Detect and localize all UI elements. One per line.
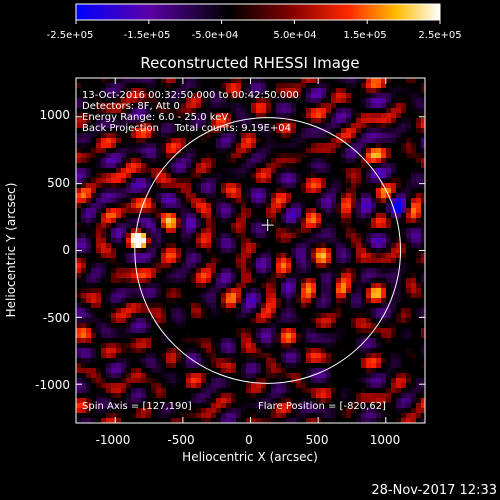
x-tick-label-2: 0 [245, 433, 253, 447]
colorbar [75, 3, 441, 21]
plot-title: Reconstructed RHESSI Image [140, 54, 359, 72]
y-tick-label-3: 500 [47, 176, 70, 190]
axis-ticks [76, 78, 425, 423]
colorbar-tick-label-0: -2.5e+05 [47, 30, 94, 41]
annotation-energy-range: Energy Range: 6.0 - 25.0 keV [82, 112, 228, 123]
colorbar-tick-label-1: -1.5e+05 [124, 30, 171, 41]
y-axis-label: Heliocentric Y (arcsec) [4, 183, 18, 318]
annotation-time-range: 13-Oct-2016 00:32:50.000 to 00:42:50.000 [82, 90, 299, 101]
colorbar-tick-label-5: 2.5e+05 [418, 30, 461, 41]
x-tick-label-3: 500 [306, 433, 329, 447]
annotation-method-counts: Back Projection Total counts: 9.19E+04 [82, 123, 291, 134]
annotation-flare-position: Flare Position = [-820,62] [258, 401, 386, 412]
colorbar-tick-label-3: 5.0e+04 [273, 30, 316, 41]
colorbar-tick-label-2: -5.0e+04 [192, 30, 239, 41]
sun-center-marker [261, 219, 274, 232]
image-area [76, 78, 425, 423]
x-tick-label-0: -1000 [96, 433, 131, 447]
colorbar-tick-label-4: 1.5e+05 [343, 30, 386, 41]
annotation-detectors: Detectors: 8F, Att 0 [82, 101, 180, 112]
x-tick-label-4: 1000 [370, 433, 401, 447]
y-tick-label-0: -1000 [35, 378, 70, 392]
x-axis-label: Heliocentric X (arcsec) [182, 450, 318, 464]
y-tick-label-2: 0 [62, 243, 70, 257]
y-tick-label-1: -500 [43, 311, 70, 325]
footer-timestamp: 28-Nov-2017 12:33 [371, 483, 497, 498]
y-tick-label-4: 1000 [39, 108, 70, 122]
annotation-spin-axis: Spin Axis = [127,190] [82, 401, 192, 412]
solar-limb [134, 117, 402, 384]
colorbar-ticks [75, 20, 441, 24]
backprojection-pattern [76, 78, 425, 423]
x-tick-label-1: -500 [167, 433, 194, 447]
